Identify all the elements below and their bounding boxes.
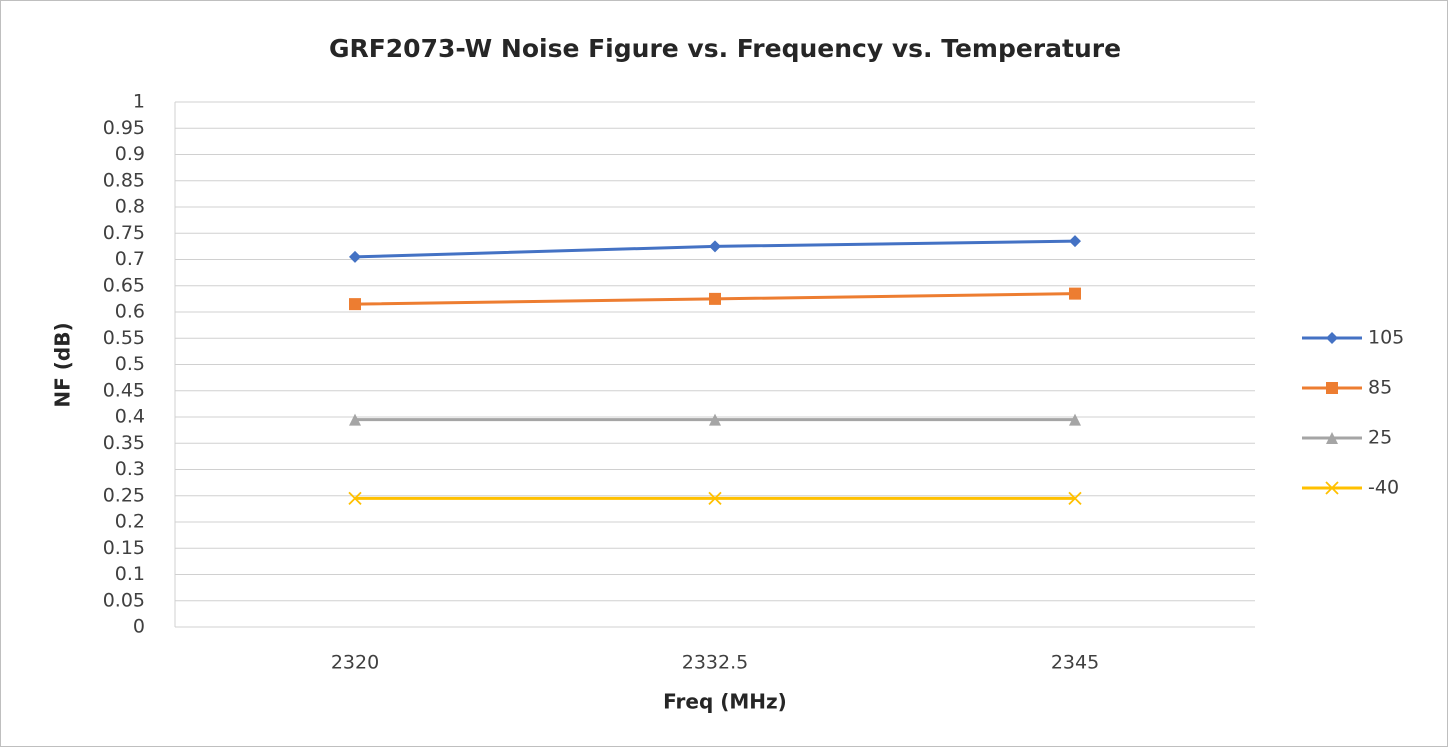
data-point bbox=[1069, 413, 1081, 426]
x-axis-label: Freq (MHz) bbox=[663, 690, 787, 714]
data-point bbox=[348, 491, 362, 506]
x-tick-label: 2345 bbox=[1051, 652, 1099, 674]
data-point bbox=[349, 250, 361, 263]
legend-marker bbox=[1326, 432, 1338, 444]
legend-label: 105 bbox=[1368, 327, 1404, 349]
data-point bbox=[709, 292, 721, 305]
y-tick-label: 0.15 bbox=[103, 537, 145, 559]
x-tick-label: 2320 bbox=[331, 652, 379, 674]
y-tick-label: 0.5 bbox=[115, 353, 145, 375]
y-tick-label: 0.1 bbox=[115, 563, 145, 585]
legend-marker bbox=[1326, 332, 1338, 344]
y-tick-label: 0.8 bbox=[115, 196, 145, 218]
data-point bbox=[709, 413, 721, 426]
data-point bbox=[349, 413, 361, 426]
y-tick-label: 0.35 bbox=[103, 432, 145, 454]
x-tick-label: 2332.5 bbox=[682, 652, 748, 674]
data-point bbox=[349, 298, 361, 311]
y-tick-label: 1 bbox=[133, 91, 145, 113]
legend-marker bbox=[1326, 382, 1338, 394]
legend-label: 85 bbox=[1368, 377, 1392, 399]
data-point bbox=[1069, 287, 1081, 300]
y-tick-label: 0.4 bbox=[115, 406, 145, 428]
y-tick-label: 0.2 bbox=[115, 511, 145, 533]
y-tick-label: 0.85 bbox=[103, 169, 145, 191]
y-axis-label: NF (dB) bbox=[51, 322, 75, 407]
y-tick-label: 0.7 bbox=[115, 248, 145, 270]
legend-marker bbox=[1325, 481, 1339, 495]
data-point bbox=[1068, 491, 1082, 506]
y-tick-label: 0.9 bbox=[115, 143, 145, 165]
y-tick-label: 0.25 bbox=[103, 484, 145, 506]
y-tick-label: 0.95 bbox=[103, 117, 145, 139]
y-tick-label: 0.65 bbox=[103, 274, 145, 296]
data-point bbox=[709, 240, 721, 253]
y-tick-label: 0.6 bbox=[115, 301, 145, 323]
y-tick-label: 0.75 bbox=[103, 222, 145, 244]
legend-label: -40 bbox=[1368, 477, 1399, 499]
y-tick-label: 0.05 bbox=[103, 589, 145, 611]
data-point bbox=[708, 491, 722, 506]
y-tick-label: 0 bbox=[133, 616, 145, 638]
y-tick-label: 0.45 bbox=[103, 379, 145, 401]
y-tick-label: 0.55 bbox=[103, 327, 145, 349]
chart-title: GRF2073-W Noise Figure vs. Frequency vs.… bbox=[329, 34, 1121, 63]
legend-label: 25 bbox=[1368, 427, 1392, 449]
data-point bbox=[1069, 235, 1081, 248]
y-tick-label: 0.3 bbox=[115, 458, 145, 480]
